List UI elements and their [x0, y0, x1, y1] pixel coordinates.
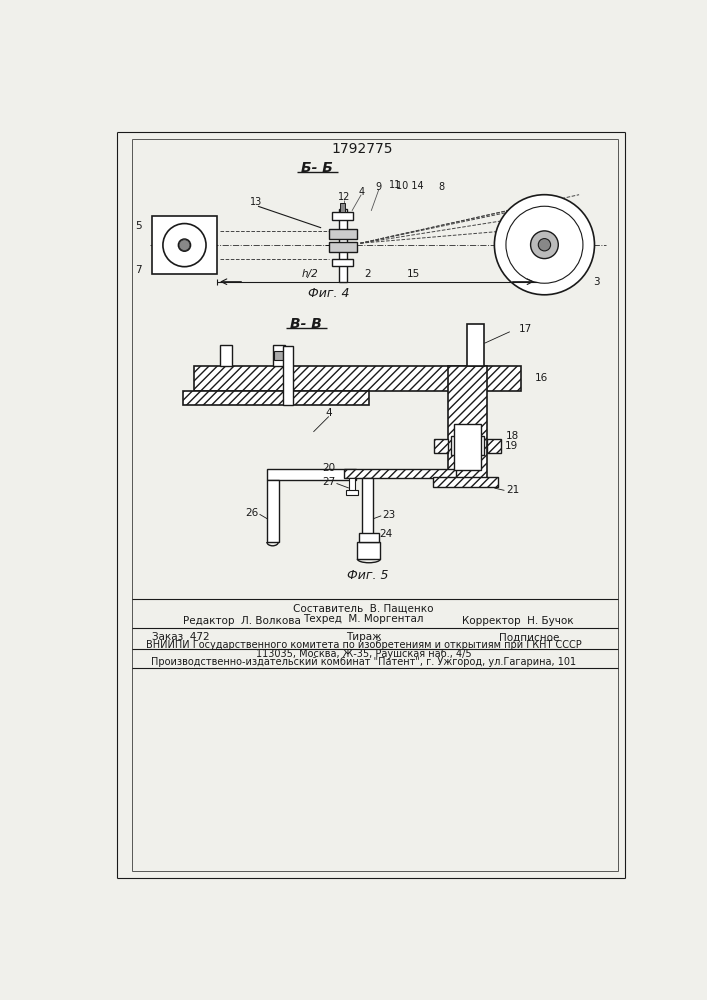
Circle shape — [530, 231, 559, 259]
Text: Фиг. 5: Фиг. 5 — [346, 569, 388, 582]
Text: 4: 4 — [358, 187, 364, 197]
Bar — [357, 542, 380, 559]
Bar — [362, 478, 373, 536]
Bar — [486, 439, 501, 453]
Bar — [340, 203, 345, 212]
Circle shape — [178, 239, 191, 251]
Text: 10 14: 10 14 — [396, 181, 423, 191]
Text: Техред  М. Моргентал: Техред М. Моргентал — [303, 614, 423, 624]
Bar — [152, 216, 217, 274]
Text: 15: 15 — [407, 269, 420, 279]
Text: Производственно-издательский комбинат "Патент", г. Ужгород, ул.Гагарина, 101: Производственно-издательский комбинат "П… — [151, 657, 576, 667]
Circle shape — [179, 240, 190, 251]
Bar — [339, 209, 346, 282]
Bar — [433, 477, 498, 487]
Bar — [273, 345, 285, 366]
Text: В- В: В- В — [290, 317, 322, 331]
Text: Б- Б: Б- Б — [301, 161, 333, 175]
Text: Заказ  472: Заказ 472 — [152, 632, 209, 642]
Bar — [274, 351, 284, 360]
Bar — [363, 480, 371, 534]
Bar — [448, 366, 486, 482]
Text: 2: 2 — [364, 269, 370, 279]
Text: Редактор  Л. Волкова: Редактор Л. Волкова — [182, 615, 300, 626]
Circle shape — [506, 206, 583, 283]
Text: Тираж: Тираж — [346, 632, 381, 642]
Circle shape — [538, 239, 551, 251]
Text: 5: 5 — [135, 221, 142, 231]
Text: ВНИИПИ Государственного комитета по изобретениям и открытиям при ГКНТ СССР: ВНИИПИ Государственного комитета по изоб… — [146, 640, 581, 650]
Bar — [450, 436, 484, 455]
Bar — [332, 259, 354, 266]
Text: 8: 8 — [438, 182, 444, 192]
Text: 17: 17 — [518, 324, 532, 334]
Bar — [329, 229, 356, 239]
Text: 23: 23 — [382, 510, 396, 520]
Circle shape — [494, 195, 595, 295]
Bar — [194, 366, 521, 391]
Text: 113035, Москва, Ж-35, Раушская наб., 4/5: 113035, Москва, Ж-35, Раушская наб., 4/5 — [256, 649, 472, 659]
Bar — [329, 242, 356, 252]
Circle shape — [163, 224, 206, 267]
Text: 18: 18 — [506, 431, 519, 441]
Bar — [455, 424, 481, 470]
Bar — [349, 478, 355, 492]
Bar — [267, 480, 279, 542]
Text: 1792775: 1792775 — [331, 142, 392, 156]
Text: 3: 3 — [593, 277, 600, 287]
Bar — [219, 345, 232, 366]
Text: 24: 24 — [379, 529, 392, 539]
Text: 9: 9 — [376, 182, 382, 192]
Text: 21: 21 — [506, 485, 519, 495]
Text: 20: 20 — [322, 463, 335, 473]
Bar — [182, 391, 369, 405]
Text: Корректор  Н. Бучок: Корректор Н. Бучок — [462, 615, 573, 626]
Text: h/2: h/2 — [301, 269, 318, 279]
Text: Составитель  В. Пащенко: Составитель В. Пащенко — [293, 603, 433, 613]
Text: Фиг. 4: Фиг. 4 — [308, 287, 349, 300]
Bar — [434, 439, 448, 453]
Bar — [344, 469, 456, 478]
Text: 26: 26 — [245, 508, 258, 518]
Text: Подписное: Подписное — [499, 632, 559, 642]
Text: 27: 27 — [322, 477, 335, 487]
Text: 7: 7 — [135, 265, 142, 275]
Bar — [267, 469, 356, 480]
Text: 13: 13 — [250, 197, 262, 207]
Text: 4: 4 — [325, 408, 332, 418]
Text: 11: 11 — [389, 180, 401, 190]
Bar — [467, 324, 484, 366]
Text: 12: 12 — [338, 192, 351, 202]
Text: 19: 19 — [504, 441, 518, 451]
Text: 16: 16 — [535, 373, 549, 383]
Bar — [359, 533, 379, 542]
Bar — [346, 490, 358, 495]
Bar — [332, 212, 354, 220]
Bar — [284, 346, 293, 405]
